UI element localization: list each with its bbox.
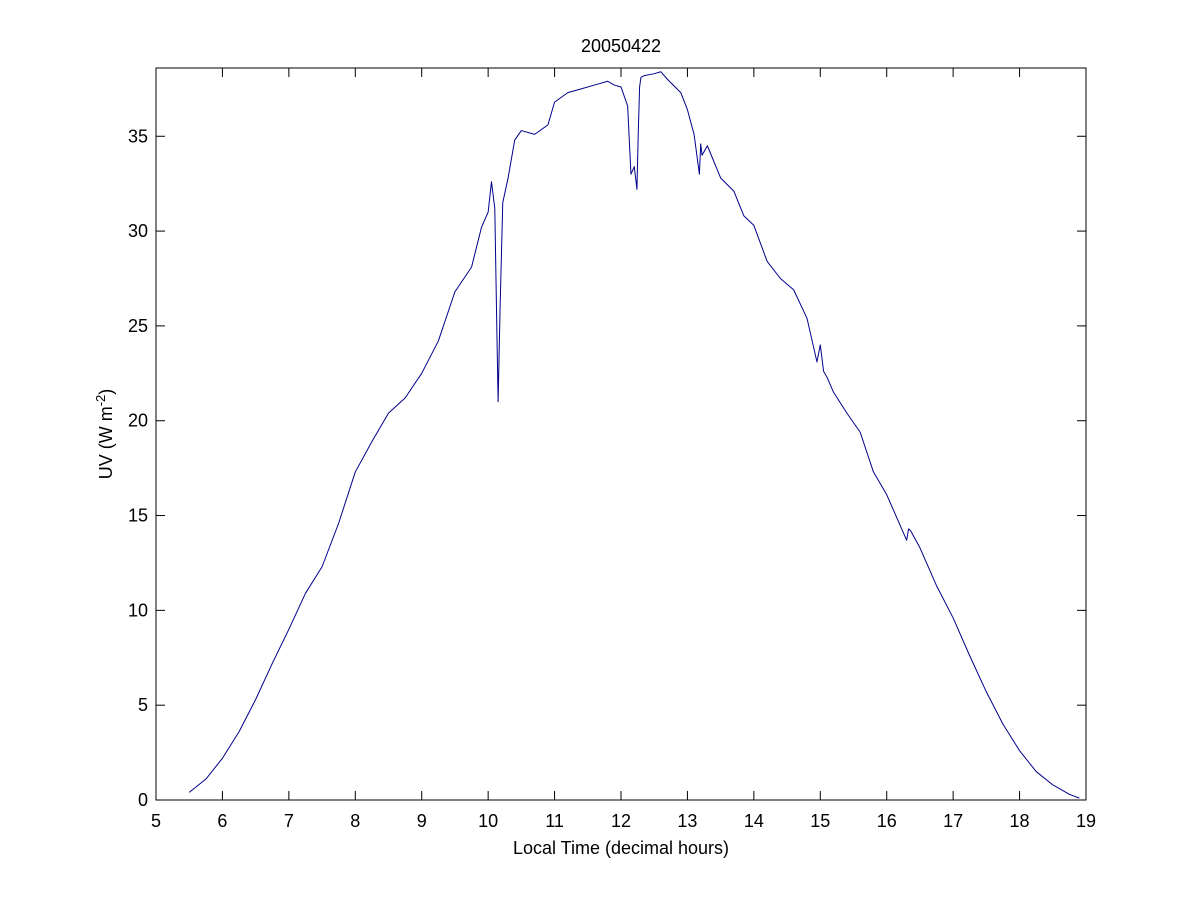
y-tick-label: 35 — [128, 126, 148, 146]
x-tick-label: 15 — [810, 811, 830, 831]
plot-frame — [155, 67, 1087, 801]
x-tick-label: 14 — [744, 811, 764, 831]
x-axis-label: Local Time (decimal hours) — [513, 838, 729, 858]
y-tick-label: 5 — [138, 695, 148, 715]
x-tick-label: 11 — [545, 811, 564, 831]
x-tick-label: 6 — [217, 811, 227, 831]
y-axis-label: UV (W m-2) — [93, 389, 116, 480]
x-tick-label: 5 — [151, 811, 161, 831]
x-tick-label: 13 — [677, 811, 697, 831]
y-axis-label-superscript: -2 — [93, 395, 108, 407]
plot-area — [155, 67, 1087, 801]
x-tick-label: 10 — [478, 811, 498, 831]
x-tick-label: 9 — [417, 811, 427, 831]
x-tick-label: 18 — [1010, 811, 1030, 831]
y-tick-label: 20 — [128, 411, 148, 431]
y-tick-label: 25 — [128, 316, 148, 336]
x-tick-label: 8 — [350, 811, 360, 831]
y-axis-label-suffix: ) — [96, 389, 116, 395]
y-axis-ticks: 0 5 10 15 20 25 30 35 — [128, 126, 1086, 810]
x-tick-label: 17 — [943, 811, 963, 831]
y-tick-label: 15 — [128, 506, 148, 526]
x-tick-label: 16 — [877, 811, 897, 831]
series-line — [188, 71, 1080, 799]
x-tick-label: 19 — [1076, 811, 1096, 831]
y-axis-label-prefix: UV (W m — [96, 406, 116, 479]
x-tick-label: 12 — [611, 811, 631, 831]
chart-title: 20050422 — [581, 36, 661, 56]
y-tick-label: 0 — [138, 790, 148, 810]
x-tick-label: 7 — [284, 811, 294, 831]
y-tick-label: 10 — [128, 600, 148, 620]
x-axis-ticks: 5 6 7 8 9 10 11 12 13 14 15 16 17 18 19 — [151, 68, 1096, 831]
y-tick-label: 30 — [128, 221, 148, 241]
